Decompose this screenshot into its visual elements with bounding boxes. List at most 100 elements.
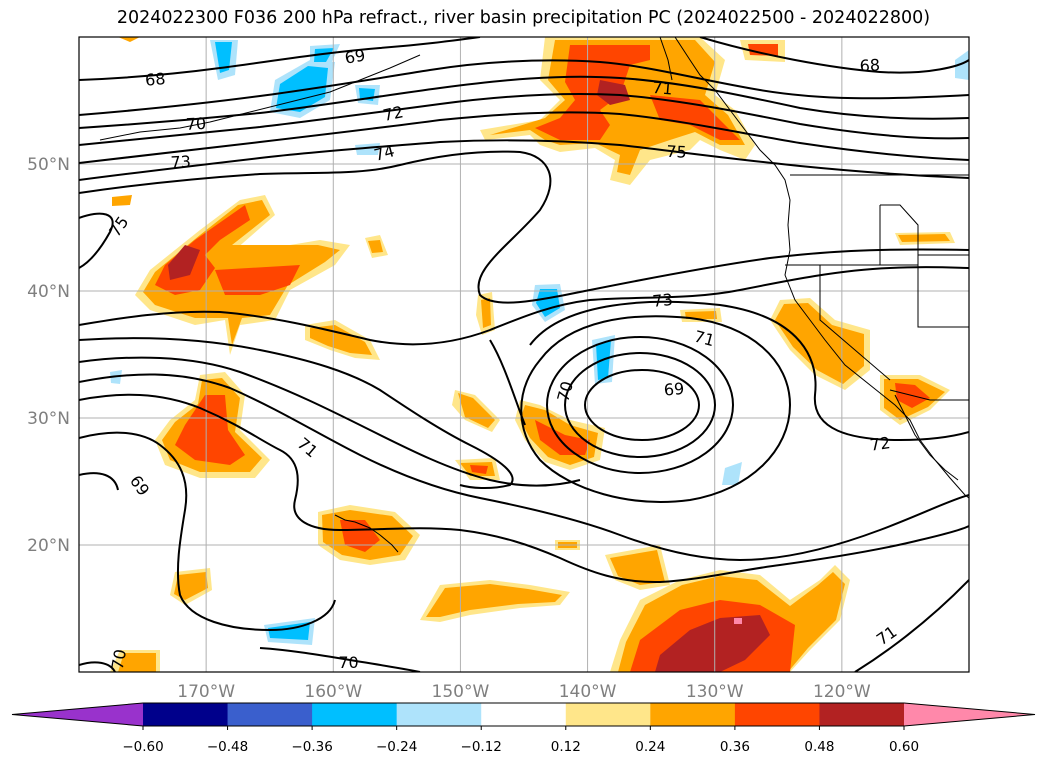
precip-region [481, 298, 491, 328]
precip-region [112, 195, 132, 206]
precip-region [597, 80, 630, 105]
colorbar-tick-label: −0.60 [122, 739, 163, 755]
precip-region [535, 45, 650, 140]
contour-line [79, 75, 969, 129]
contour-label: 75 [666, 142, 687, 162]
lon-tick-label: 120°W [813, 682, 871, 702]
contour-line [520, 315, 792, 503]
colorbar-segment [734, 703, 820, 726]
contour-line [79, 150, 969, 304]
state-border [819, 265, 891, 381]
contour-line [79, 472, 119, 491]
contour-line [564, 352, 716, 458]
lon-tick-label: 130°W [686, 682, 744, 702]
precip-region [118, 653, 156, 672]
colorbar-tick-label: −0.48 [207, 739, 248, 755]
latitude-axis: 50°N 40°N 30°N 20°N [27, 155, 70, 556]
colorbar-segment [312, 703, 398, 726]
precip-region [955, 50, 969, 80]
precip-region [655, 615, 770, 672]
lon-tick-label: 150°W [432, 682, 490, 702]
precip-region [368, 240, 383, 253]
colorbar-segment [650, 703, 736, 726]
contour-line [79, 661, 116, 672]
colorbar-tick-label: 0.60 [889, 739, 919, 755]
contour-line [79, 212, 114, 269]
precip-region [355, 143, 380, 155]
contour-label: 68 [144, 69, 166, 90]
contour-line [259, 647, 421, 672]
contour-label: 68 [859, 55, 880, 75]
aleutian-islands [99, 54, 421, 141]
us-mexico-border [889, 389, 969, 401]
precip-region [215, 42, 232, 73]
contour-label: 71 [652, 78, 674, 99]
precip-region [458, 393, 495, 428]
precip-region [215, 265, 300, 295]
contour-label: 70 [338, 653, 358, 672]
baja-california-coast [894, 394, 959, 481]
contour-line [699, 37, 969, 74]
colorbar-segment [565, 703, 651, 726]
contour-label: 73 [170, 152, 191, 172]
lat-tick-label: 30°N [27, 409, 70, 429]
contour-line [584, 369, 700, 441]
lat-tick-label: 50°N [27, 155, 70, 175]
contour-label: 72 [869, 433, 892, 455]
contour-line [489, 339, 526, 426]
colorbar-tick-label: 0.24 [635, 739, 665, 755]
contour-label: 70 [553, 379, 577, 404]
state-border [880, 264, 969, 328]
lon-tick-label: 160°W [304, 682, 362, 702]
contour-line [79, 431, 336, 632]
lon-tick-label: 170°W [177, 682, 235, 702]
contour-line [79, 393, 969, 584]
contour-label: 73 [652, 290, 674, 311]
contour-line [854, 579, 969, 672]
contour-line [79, 93, 969, 146]
precip-region [748, 44, 778, 56]
contour-label: 70 [108, 648, 130, 671]
contour-line [79, 59, 969, 116]
colorbar-tick-label: −0.12 [461, 739, 502, 755]
contour-line [529, 300, 969, 442]
state-border [880, 204, 919, 265]
precip-region [310, 325, 372, 355]
contour-label: 72 [381, 102, 405, 125]
precip-region [535, 420, 590, 455]
precip-region [610, 550, 665, 585]
colorbar-segment [481, 703, 567, 726]
colorbar-segment [396, 703, 482, 726]
colorbar-segment [227, 703, 313, 726]
colorbar-tick-label: −0.36 [291, 739, 332, 755]
colorbar: −0.60 −0.48 −0.36 −0.24 −0.12 0.12 0.24 0.36 0.4… [11, 702, 1036, 755]
map-title: 2024022300 F036 200 hPa refract., river … [116, 8, 931, 28]
colorbar-tick-label: −0.24 [376, 739, 417, 755]
colorbar-segment [819, 703, 905, 726]
lat-tick-label: 20°N [27, 536, 70, 556]
precip-region [175, 395, 245, 465]
contour-label: 69 [343, 45, 366, 67]
precip-region [470, 465, 488, 474]
colorbar-tick-label: 0.36 [720, 739, 750, 755]
contour-line [79, 337, 514, 489]
contour-line [79, 373, 969, 562]
precipitation-shading [110, 37, 969, 672]
colorbar-over-extension [904, 703, 1035, 726]
lat-tick-label: 40°N [27, 282, 70, 302]
precip-region [168, 245, 200, 280]
hawaiian-islands [334, 514, 399, 553]
precip-region [685, 311, 717, 319]
contour-label: 70 [185, 114, 206, 134]
colorbar-tick-label: 0.12 [551, 739, 581, 755]
contour-line [79, 37, 481, 81]
precip-region [174, 572, 208, 600]
contour-line [546, 336, 734, 474]
precip-region [118, 37, 140, 42]
colorbar-tick-label: 0.48 [804, 739, 834, 755]
map-frame [78, 36, 970, 673]
contour-line [79, 266, 969, 346]
contour-line [79, 139, 969, 181]
colorbar-under-extension [12, 703, 143, 726]
